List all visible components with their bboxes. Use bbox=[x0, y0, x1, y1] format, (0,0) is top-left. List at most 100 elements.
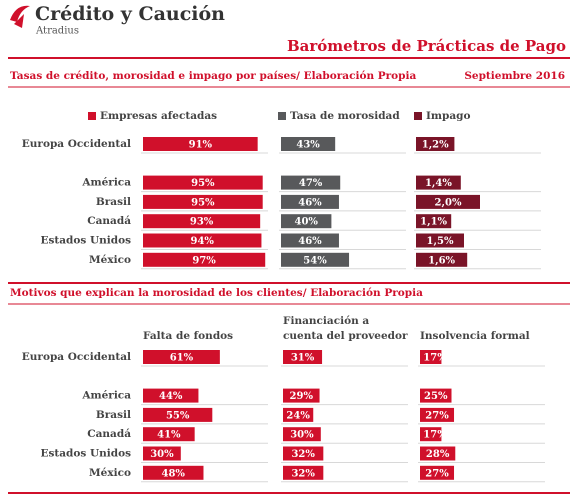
logo-mark bbox=[14, 14, 24, 28]
bar bbox=[281, 137, 336, 151]
category-label: Canadá bbox=[87, 215, 131, 227]
legend-label: Tasa de morosidad bbox=[290, 110, 400, 122]
value-label: 32% bbox=[291, 468, 315, 479]
bar bbox=[143, 350, 220, 364]
category-label: Estados Unidos bbox=[40, 235, 131, 247]
category-label: Europa Occidental bbox=[22, 138, 131, 150]
value-label: 95% bbox=[191, 178, 215, 189]
bar bbox=[143, 175, 263, 190]
value-label: 1,1% bbox=[420, 217, 447, 228]
column-header-box: Financiación a cuenta del proveedor bbox=[283, 315, 408, 342]
bar bbox=[420, 427, 442, 442]
value-label: 91% bbox=[189, 140, 213, 151]
value-label: 43% bbox=[296, 140, 320, 151]
date: Septiembre 2016 bbox=[464, 70, 565, 82]
bar bbox=[283, 446, 324, 461]
value-label: 54% bbox=[303, 255, 327, 266]
column-header-box: Insolvencia formal bbox=[420, 330, 530, 342]
value-label: 24% bbox=[286, 410, 310, 421]
page-title: Barómetros de Prácticas de Pago bbox=[287, 37, 566, 55]
value-label: 47% bbox=[299, 178, 323, 189]
value-label: 27% bbox=[425, 468, 449, 479]
bar bbox=[416, 233, 464, 248]
category-label: Europa Occidental bbox=[22, 351, 131, 363]
value-label: 97% bbox=[192, 255, 216, 266]
bar bbox=[143, 427, 195, 442]
value-label: 30% bbox=[290, 430, 314, 441]
value-label: 61% bbox=[170, 353, 194, 364]
legend-swatch bbox=[414, 112, 422, 120]
bar bbox=[416, 137, 455, 151]
bar bbox=[420, 407, 455, 422]
value-label: 46% bbox=[298, 236, 322, 247]
panel-title: Tasas de crédito, morosidad e impago por… bbox=[10, 70, 417, 82]
value-label: 2,0% bbox=[435, 197, 462, 208]
value-label: 29% bbox=[290, 391, 314, 402]
bar bbox=[416, 175, 461, 190]
bar bbox=[416, 194, 480, 209]
value-label: 25% bbox=[424, 391, 448, 402]
bar bbox=[283, 388, 320, 403]
bar bbox=[416, 214, 452, 229]
value-label: 31% bbox=[291, 353, 315, 364]
category-label: América bbox=[81, 177, 131, 189]
value-label: 27% bbox=[425, 410, 449, 421]
category-label: América bbox=[81, 390, 131, 402]
bar bbox=[281, 214, 332, 229]
bar bbox=[283, 407, 314, 422]
category-label: México bbox=[89, 254, 131, 266]
column-header: Insolvencia formal bbox=[420, 330, 530, 342]
value-label: 41% bbox=[157, 430, 181, 441]
panel-title: Motivos que explican la morosidad de los… bbox=[10, 287, 423, 299]
legend-label: Impago bbox=[426, 110, 471, 122]
bar bbox=[143, 388, 199, 403]
column-header-box: Falta de fondos bbox=[143, 330, 234, 342]
value-label: 94% bbox=[191, 236, 215, 247]
bar bbox=[143, 233, 262, 248]
bar bbox=[281, 233, 339, 248]
value-label: 95% bbox=[191, 197, 215, 208]
bar bbox=[281, 175, 341, 190]
logo-mark bbox=[10, 5, 30, 22]
value-label: 55% bbox=[166, 410, 190, 421]
value-label: 1,2% bbox=[422, 140, 449, 151]
category-label: Canadá bbox=[87, 428, 131, 440]
value-label: 17% bbox=[423, 353, 447, 364]
bar bbox=[281, 194, 339, 209]
bar bbox=[420, 350, 442, 364]
bar bbox=[283, 350, 323, 364]
legend-swatch bbox=[278, 112, 286, 120]
value-label: 1,6% bbox=[428, 255, 455, 266]
sub-brand: Atradius bbox=[35, 26, 79, 37]
column-header: Financiación a cuenta del proveedor bbox=[283, 315, 408, 342]
category-label: Brasil bbox=[96, 196, 131, 208]
value-label: 32% bbox=[291, 449, 315, 460]
value-label: 48% bbox=[162, 468, 186, 479]
bar bbox=[143, 252, 266, 267]
bar bbox=[143, 214, 261, 229]
value-label: 1,5% bbox=[427, 236, 454, 247]
brand: Crédito y Caución bbox=[35, 3, 225, 25]
category-label: Estados Unidos bbox=[40, 448, 131, 460]
value-label: 93% bbox=[190, 217, 214, 228]
value-label: 44% bbox=[159, 391, 183, 402]
bar bbox=[143, 465, 204, 480]
bar bbox=[283, 465, 324, 480]
legend-swatch bbox=[88, 112, 96, 120]
legend-label: Empresas afectadas bbox=[100, 110, 217, 122]
value-label: 28% bbox=[426, 449, 450, 460]
bar bbox=[420, 465, 455, 480]
bar bbox=[283, 427, 321, 442]
value-label: 46% bbox=[298, 197, 322, 208]
category-label: Brasil bbox=[96, 409, 131, 421]
bar bbox=[143, 194, 263, 209]
value-label: 17% bbox=[423, 430, 447, 441]
bar bbox=[420, 388, 452, 403]
value-label: 30% bbox=[150, 449, 174, 460]
bar bbox=[143, 446, 181, 461]
bar bbox=[143, 137, 258, 151]
column-header: Falta de fondos bbox=[143, 330, 234, 342]
bar bbox=[420, 446, 456, 461]
bar bbox=[281, 252, 350, 267]
